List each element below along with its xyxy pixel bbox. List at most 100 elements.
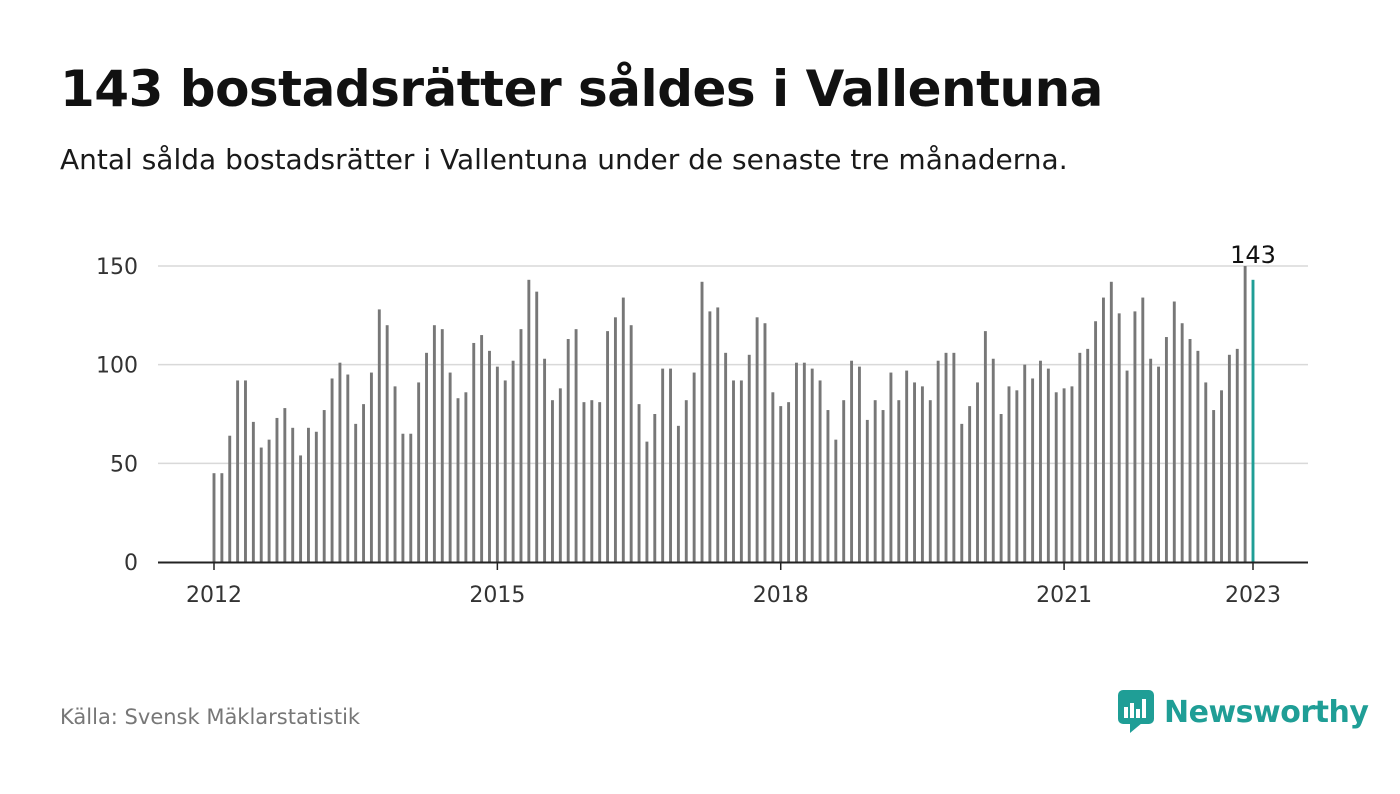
bar-39 [519, 329, 523, 562]
bar-74 [795, 362, 798, 562]
bar-53 [629, 325, 633, 562]
bar-22 [385, 325, 389, 562]
bar-17 [346, 374, 350, 562]
bar-0 [212, 473, 216, 562]
bar-45 [566, 339, 570, 562]
bar-126 [1204, 382, 1208, 562]
bar-33 [472, 342, 476, 562]
bar-83 [865, 419, 869, 562]
y-tick-label-150: 150 [96, 255, 138, 280]
bar-47 [582, 402, 586, 562]
bar-13 [314, 431, 318, 562]
bar-102 [1015, 390, 1019, 562]
bar-42 [543, 358, 547, 562]
bar-37 [503, 380, 507, 562]
bar-120 [1157, 366, 1160, 562]
bar-4 [244, 380, 247, 562]
bar-76 [810, 368, 814, 562]
bar-24 [401, 433, 405, 562]
bar-122 [1172, 301, 1176, 562]
bar-91 [928, 400, 932, 562]
chart-title: 143 bostadsrätter såldes i Vallentuna [60, 60, 1103, 118]
bar-70 [763, 323, 767, 562]
bar-118 [1141, 297, 1145, 562]
bar-44 [558, 388, 562, 562]
bar-26 [417, 382, 421, 562]
bar-2 [228, 435, 232, 562]
bar-62 [700, 281, 704, 562]
bar-23 [393, 386, 397, 562]
bar-8 [275, 417, 279, 562]
y-tick-label-50: 50 [110, 452, 138, 477]
bar-87 [897, 400, 901, 562]
bar-11 [299, 455, 303, 562]
bar-63 [708, 311, 712, 562]
bar-131 [1243, 266, 1247, 562]
bar-chart: 0 50 100 150 2012 2015 2018 2021 2023 143 [96, 241, 1308, 608]
bar-7 [267, 439, 271, 562]
bar-1 [220, 473, 224, 562]
bar-27 [425, 352, 428, 562]
bar-71 [771, 392, 775, 562]
bar-84 [873, 400, 877, 562]
bar-77 [818, 380, 822, 562]
bar-18 [354, 423, 358, 562]
bar-119 [1149, 358, 1153, 562]
bar-89 [913, 382, 916, 562]
chart-subtitle: Antal sålda bostadsrätter i Vallentuna u… [60, 143, 1068, 176]
bar-96 [968, 406, 972, 562]
bar-67 [739, 380, 743, 562]
bar-10 [291, 427, 295, 562]
bar-25 [409, 433, 413, 562]
newsworthy-logo-icon [1118, 690, 1154, 733]
bar-49 [598, 402, 602, 562]
bar-129 [1227, 354, 1231, 562]
bar-52 [621, 297, 625, 562]
bar-66 [732, 380, 735, 562]
bar-64 [716, 307, 720, 562]
bar-86 [889, 372, 893, 562]
bar-57 [661, 368, 665, 562]
x-tick-label-2015: 2015 [469, 583, 525, 608]
bar-98 [983, 331, 987, 562]
bar-105 [1039, 360, 1042, 562]
bar-112 [1094, 321, 1098, 562]
bar-31 [456, 398, 460, 562]
bar-38 [511, 360, 515, 562]
bar-12 [307, 427, 310, 562]
newsworthy-logo: Newsworthy [1118, 690, 1369, 734]
bar-132 [1251, 279, 1255, 562]
bar-32 [464, 392, 468, 562]
bar-61 [692, 372, 696, 562]
x-tick-label-2021: 2021 [1036, 583, 1092, 608]
bar-78 [826, 410, 830, 562]
bar-14 [322, 410, 326, 562]
bar-75 [802, 362, 806, 562]
bar-85 [881, 410, 885, 562]
bar-16 [338, 362, 342, 562]
bar-40 [527, 279, 531, 562]
bar-65 [724, 352, 728, 562]
bar-50 [606, 331, 610, 562]
bar-116 [1125, 370, 1129, 562]
bar-54 [637, 404, 641, 562]
bar-29 [440, 329, 444, 562]
bar-36 [495, 366, 499, 562]
bar-94 [952, 352, 956, 562]
bar-19 [362, 404, 365, 562]
bar-95 [960, 423, 964, 562]
source-note: Källa: Svensk Mäklarstatistik [60, 705, 361, 729]
y-tick-label-100: 100 [96, 354, 138, 379]
x-tick-label-2023: 2023 [1225, 583, 1281, 608]
bar-59 [676, 425, 680, 562]
bar-115 [1117, 313, 1121, 562]
bar-55 [645, 441, 649, 562]
bar-101 [1007, 386, 1011, 562]
bar-108 [1062, 388, 1066, 562]
bar-97 [976, 382, 979, 562]
bar-28 [432, 325, 436, 562]
bar-5 [251, 421, 255, 562]
bar-93 [944, 352, 948, 562]
x-tick-label-2018: 2018 [753, 583, 809, 608]
bar-46 [574, 329, 578, 562]
